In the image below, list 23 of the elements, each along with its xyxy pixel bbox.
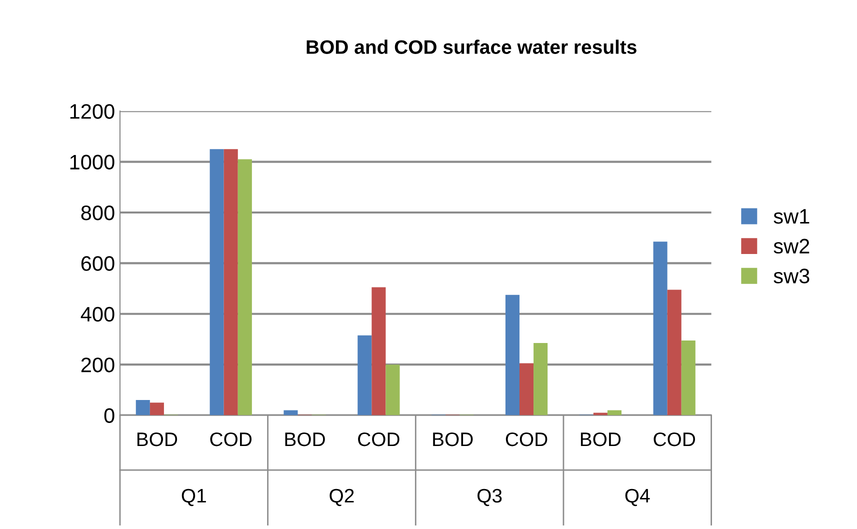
y-tick-label: 600 <box>81 256 114 271</box>
legend-label: sw2 <box>774 238 810 254</box>
y-tick-label: 0 <box>104 408 114 424</box>
x-tick-label: COD <box>210 432 252 446</box>
text: Q3 <box>478 488 502 506</box>
y-tick-label: 800 <box>81 205 114 220</box>
x-tick-label: BOD <box>285 432 325 446</box>
x-tick-label: COD <box>358 432 400 446</box>
legend-label: sw1 <box>774 209 810 224</box>
text: Q4 <box>625 488 650 506</box>
y-tick-label: 1200 <box>70 104 114 119</box>
y-tick-label: 200 <box>81 358 114 372</box>
x-tick-label: COD <box>506 432 548 446</box>
y-tick-label: 1000 <box>70 154 114 170</box>
legend-label: sw3 <box>774 268 810 284</box>
x-tick-label: BOD <box>137 432 178 446</box>
x-tick-label: COD <box>654 432 696 446</box>
x-tick-label: BOD <box>580 432 621 446</box>
chart-title: BOD and COD surface water results <box>306 40 636 54</box>
text: Q1 <box>182 488 206 506</box>
text: Q2 <box>330 488 354 506</box>
x-tick-label: BOD <box>433 432 473 446</box>
y-tick-label: 400 <box>80 306 114 322</box>
